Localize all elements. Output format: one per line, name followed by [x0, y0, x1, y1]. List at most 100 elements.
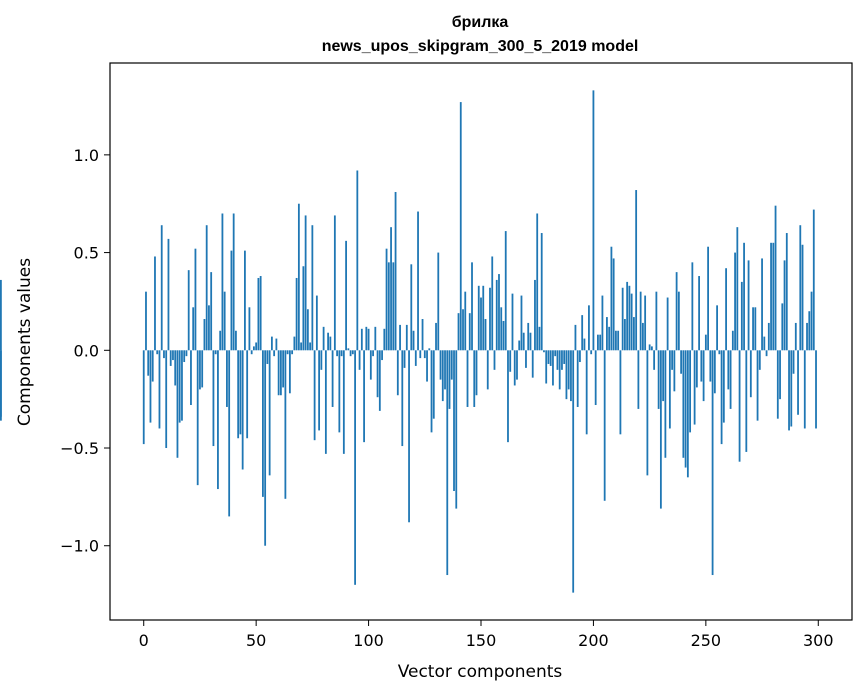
bar: [300, 342, 303, 351]
bar: [572, 350, 575, 593]
bar: [511, 293, 514, 351]
bar: [439, 350, 442, 380]
bar: [583, 338, 586, 351]
bar: [624, 319, 626, 351]
bar: [423, 350, 426, 359]
bar: [219, 330, 222, 351]
bar: [187, 270, 190, 351]
bar: [486, 350, 489, 390]
bar: [522, 332, 525, 351]
bar: [466, 350, 469, 407]
bar: [304, 215, 307, 351]
bar: [338, 350, 341, 433]
bar: [255, 342, 258, 351]
bar: [455, 350, 458, 509]
x-axis-label: Vector components: [398, 662, 563, 682]
bar: [527, 322, 530, 351]
x-axis-ticks: 0 50 100 150 200 250 300: [139, 620, 834, 650]
bar: [217, 350, 219, 490]
bar: [408, 350, 410, 523]
bar: [203, 319, 206, 351]
bar: [619, 350, 622, 435]
bar: [495, 279, 498, 351]
bar: [772, 242, 775, 351]
bar: [650, 346, 653, 351]
bar: [387, 262, 390, 351]
bar: [808, 311, 811, 351]
bar: [686, 350, 689, 478]
bar: [648, 344, 651, 351]
bar: [154, 256, 156, 351]
bar: [351, 350, 354, 355]
bar: [758, 350, 761, 370]
bar: [151, 350, 154, 382]
bar: [306, 309, 309, 351]
bar: [421, 319, 424, 351]
bar: [399, 324, 401, 351]
bar: [547, 350, 550, 364]
x-tick-label: 50: [246, 631, 266, 650]
bar: [230, 250, 233, 351]
bar: [147, 350, 150, 376]
bar: [790, 350, 793, 427]
bar: [228, 350, 231, 517]
bar: [561, 350, 563, 370]
bar: [192, 307, 195, 351]
bar: [340, 350, 343, 357]
y-tick-label: 0.0: [74, 341, 99, 360]
bar: [320, 350, 323, 370]
bar: [680, 350, 683, 374]
bar: [531, 350, 534, 378]
bar: [646, 350, 649, 476]
bar: [176, 350, 179, 458]
bar: [738, 350, 741, 462]
bar: [729, 350, 732, 409]
bar: [799, 225, 802, 351]
bar: [262, 350, 264, 497]
bar: [554, 350, 557, 357]
bar: [761, 258, 763, 351]
bar: [372, 350, 374, 357]
bar: [318, 350, 321, 431]
bar: [428, 348, 431, 351]
bar: [273, 350, 276, 357]
bar: [259, 276, 262, 351]
bar: [288, 350, 291, 394]
bar: [558, 350, 561, 390]
bar: [309, 342, 312, 351]
bar: [700, 350, 703, 382]
bar: [286, 350, 289, 355]
bar: [484, 319, 487, 351]
bar: [459, 102, 462, 351]
bar: [396, 350, 399, 396]
bar: [788, 350, 790, 431]
bar: [502, 320, 505, 351]
bar: [756, 350, 759, 421]
bar: [675, 272, 678, 351]
bar: [257, 277, 260, 351]
bar: [333, 215, 336, 351]
bar: [199, 350, 201, 390]
bar: [556, 350, 559, 370]
bar: [722, 350, 725, 423]
bar: [336, 350, 338, 357]
bar: [201, 350, 204, 388]
bar: [594, 350, 597, 406]
bar: [745, 350, 748, 452]
bar: [606, 317, 608, 351]
bar: [163, 350, 165, 359]
bar: [489, 287, 491, 351]
bar: [331, 350, 334, 407]
y-tick-label: −0.5: [60, 439, 99, 458]
bar: [374, 326, 377, 351]
bar: [367, 328, 370, 351]
bar: [246, 350, 249, 439]
plot-frame: [109, 62, 853, 621]
bar: [322, 326, 325, 351]
bar: [664, 350, 667, 458]
bar: [448, 350, 451, 409]
bar: [446, 350, 449, 576]
bar: [410, 264, 413, 351]
bar: [507, 350, 509, 443]
y-axis-ticks: −1.0 −0.5 0.0 0.5 1.0: [60, 146, 110, 556]
